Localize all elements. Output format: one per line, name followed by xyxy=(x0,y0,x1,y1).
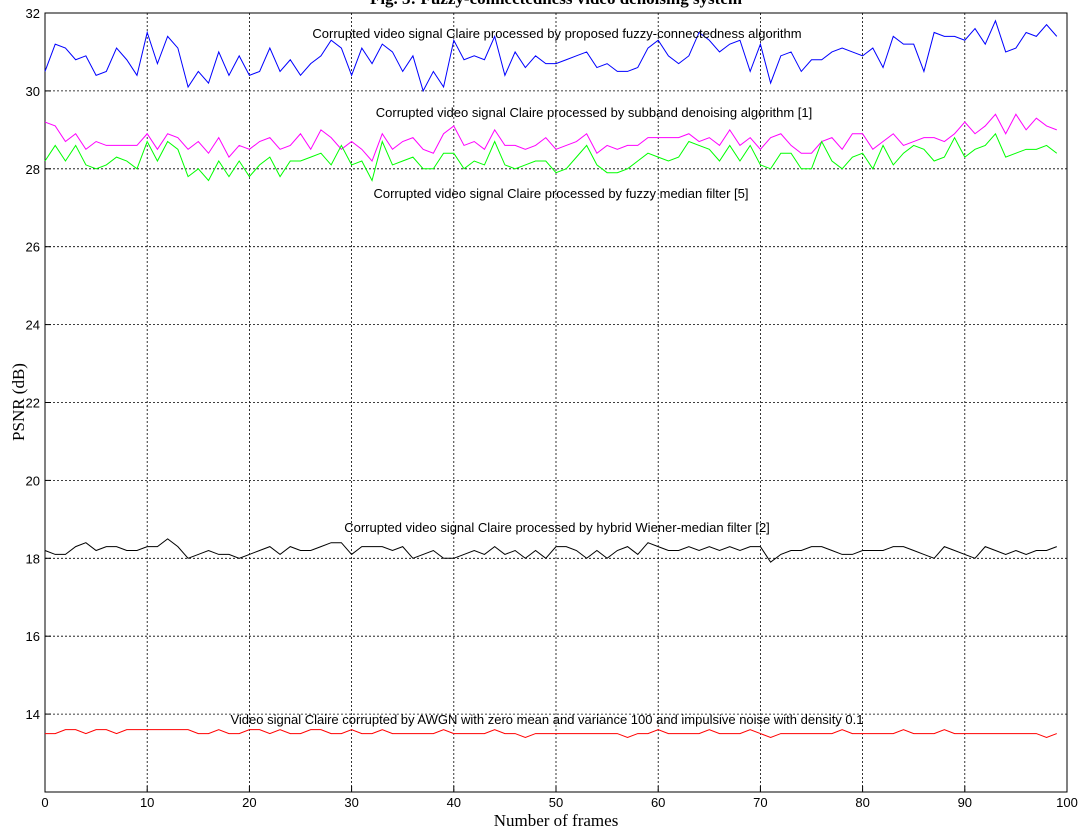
x-tick-label: 90 xyxy=(958,795,972,810)
x-tick-label: 0 xyxy=(41,795,48,810)
series-label: Corrupted video signal Claire processed … xyxy=(376,105,812,120)
x-tick-label: 70 xyxy=(753,795,767,810)
x-axis-label: Number of frames xyxy=(494,811,619,830)
x-tick-label: 100 xyxy=(1056,795,1078,810)
y-tick-label: 24 xyxy=(26,318,40,333)
series-line xyxy=(44,538,1057,563)
y-tick-label: 32 xyxy=(26,6,40,21)
series-line xyxy=(45,729,1057,739)
x-tick-label: 10 xyxy=(140,795,154,810)
y-tick-label: 26 xyxy=(26,240,40,255)
y-tick-label: 30 xyxy=(26,84,40,99)
x-tick-label: 40 xyxy=(447,795,461,810)
series-label: Corrupted video signal Claire processed … xyxy=(344,520,770,535)
x-tick-label: 50 xyxy=(549,795,563,810)
series-line xyxy=(44,19,1058,93)
y-tick-label: 16 xyxy=(26,629,40,644)
plot-frame xyxy=(44,12,1068,793)
series-line xyxy=(44,113,1057,162)
y-tick-label: 22 xyxy=(26,396,40,411)
y-axis-label: PSNR (dB) xyxy=(9,363,28,441)
y-tick-label: 28 xyxy=(26,162,40,177)
series-line xyxy=(44,132,1058,182)
x-tick-label: 30 xyxy=(344,795,358,810)
x-tick-label: 60 xyxy=(651,795,665,810)
y-tick-label: 20 xyxy=(26,473,40,488)
chart-title: Fig. 3: Fuzzy-connectedness video denois… xyxy=(370,0,742,8)
x-tick-label: 80 xyxy=(855,795,869,810)
series-label: Corrupted video signal Claire processed … xyxy=(312,26,801,41)
series-label: Corrupted video signal Claire processed … xyxy=(373,186,748,201)
series-label: Video signal Claire corrupted by AWGN wi… xyxy=(230,712,863,727)
y-tick-label: 14 xyxy=(26,707,40,722)
y-tick-label: 18 xyxy=(26,551,40,566)
x-tick-label: 20 xyxy=(242,795,256,810)
